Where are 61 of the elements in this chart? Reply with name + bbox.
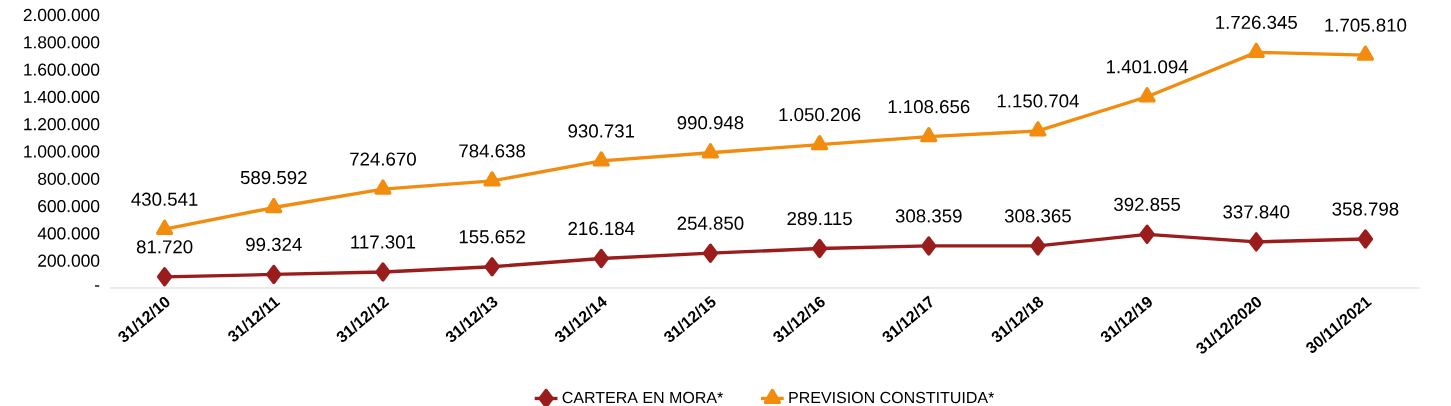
data-label: 724.670 bbox=[350, 152, 416, 166]
data-label: 99.324 bbox=[246, 237, 302, 252]
data-label: 392.855 bbox=[1114, 197, 1181, 211]
y-tick-label: 1.400.000 bbox=[24, 90, 100, 104]
point bbox=[1248, 232, 1264, 252]
y-tick-label: 1.800.000 bbox=[24, 36, 100, 49]
data-label: 1.050.206 bbox=[779, 108, 861, 122]
point bbox=[265, 197, 283, 214]
data-label: 289.115 bbox=[787, 211, 852, 226]
point bbox=[1029, 121, 1047, 137]
point bbox=[1247, 42, 1265, 59]
point bbox=[266, 264, 282, 285]
y-tick-label: 1.600.000 bbox=[24, 63, 100, 76]
y-tick-label: 1.200.000 bbox=[24, 118, 100, 131]
data-label: 337.840 bbox=[1223, 205, 1290, 219]
point bbox=[374, 179, 392, 195]
point bbox=[156, 219, 174, 235]
data-label: 1.150.704 bbox=[997, 94, 1079, 108]
data-label: 430.541 bbox=[131, 192, 198, 206]
point bbox=[484, 257, 500, 277]
data-label: 308.365 bbox=[1004, 209, 1071, 223]
point bbox=[702, 243, 719, 263]
legend-label: PREVISION CONSTITUIDA* bbox=[789, 391, 995, 404]
data-label: 358.798 bbox=[1332, 202, 1399, 216]
data-label: 1.108.656 bbox=[888, 100, 970, 114]
point bbox=[701, 143, 720, 159]
y-tick-label: - bbox=[94, 285, 100, 287]
data-label: 990.948 bbox=[677, 116, 744, 130]
data-label: 1.726.345 bbox=[1216, 15, 1297, 29]
y-tick-label: 600.000 bbox=[38, 199, 100, 213]
y-tick-label: 2.000.000 bbox=[23, 8, 100, 22]
data-label: 930.731 bbox=[568, 124, 635, 138]
point bbox=[1356, 45, 1375, 61]
point bbox=[593, 248, 609, 269]
data-label: 155.652 bbox=[459, 230, 525, 244]
legend-label: CARTERA EN MORA* bbox=[562, 391, 724, 404]
point bbox=[1357, 229, 1374, 249]
data-label: 1.705.810 bbox=[1325, 18, 1407, 32]
y-tick-label: 400.000 bbox=[37, 227, 100, 240]
point bbox=[1030, 236, 1046, 256]
data-label: 216.184 bbox=[568, 221, 635, 236]
point bbox=[375, 262, 391, 282]
data-label: 81.720 bbox=[136, 240, 193, 254]
data-label: 589.592 bbox=[240, 170, 307, 185]
y-tick-label: 1.000.000 bbox=[24, 145, 100, 158]
point bbox=[811, 238, 828, 259]
point bbox=[921, 236, 937, 256]
point bbox=[811, 134, 829, 151]
point bbox=[920, 126, 938, 143]
data-label: 784.638 bbox=[459, 144, 526, 158]
data-label: 1.401.094 bbox=[1106, 60, 1189, 74]
y-tick-label: 800.000 bbox=[38, 172, 100, 185]
y-tick-label: 200.000 bbox=[38, 254, 100, 267]
data-label: 117.301 bbox=[351, 235, 416, 249]
point bbox=[1139, 224, 1155, 245]
data-label: 254.850 bbox=[677, 216, 744, 230]
point bbox=[1138, 87, 1156, 103]
point bbox=[156, 267, 173, 287]
data-label: 308.359 bbox=[895, 209, 962, 223]
point bbox=[592, 151, 610, 167]
point bbox=[483, 171, 501, 187]
